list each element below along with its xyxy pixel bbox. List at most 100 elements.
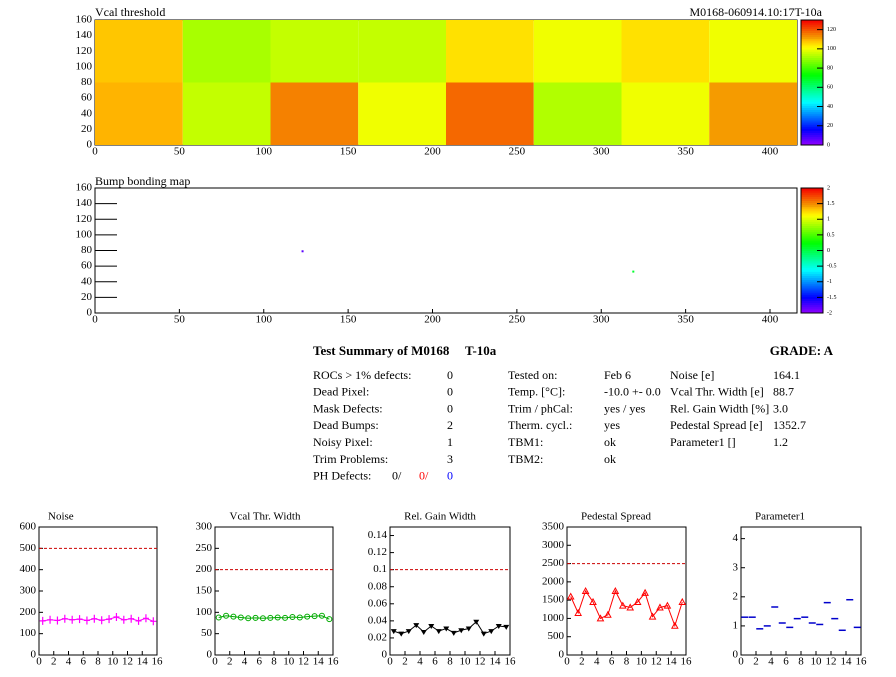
colorbar-segment <box>801 107 823 111</box>
heatmap-cell <box>182 20 271 83</box>
y-tick-label: 120 <box>76 213 93 225</box>
summary-label: ROCs > 1% defects: <box>313 368 411 382</box>
marker <box>54 616 61 625</box>
x-tick-label: 6 <box>432 656 438 668</box>
y-tick-label: 40 <box>81 107 93 119</box>
chart-title: Pedestal Spread <box>581 511 651 523</box>
marker <box>76 615 83 624</box>
x-tick-label: 10 <box>460 656 472 668</box>
marker <box>39 616 46 625</box>
colorbar-segment <box>801 84 823 88</box>
summary-label: Trim / phCal: <box>508 401 573 415</box>
heatmap-cell <box>621 82 710 145</box>
summary-value: 1 <box>447 435 453 449</box>
colorbar-segment <box>801 225 823 229</box>
marker <box>215 614 222 621</box>
chart-title: Noise <box>48 511 74 523</box>
colorbar-segment <box>801 65 823 69</box>
x-tick-label: 150 <box>340 314 357 326</box>
colorbar-segment <box>801 32 823 36</box>
y-tick-label: 100 <box>76 228 93 240</box>
colorbar-segment <box>801 298 823 301</box>
y-tick-label: 4 <box>733 532 739 544</box>
summary-label: Temp. [°C]: <box>508 385 565 399</box>
x-tick-label: 350 <box>677 314 694 326</box>
marker <box>142 614 149 623</box>
colorbar-segment <box>801 269 823 272</box>
colorbar-segment <box>801 275 823 279</box>
marker <box>120 615 127 624</box>
colorbar-segment <box>801 258 823 262</box>
colorbar-segment <box>801 283 823 287</box>
colorbar-segment <box>801 20 823 23</box>
y-tick-label: 60 <box>81 260 93 272</box>
heatmap-cell <box>358 20 446 83</box>
y-tick-label: 50 <box>201 627 213 639</box>
x-tick-label: 10 <box>636 656 648 668</box>
colorbar-tick-label: 0 <box>827 248 830 254</box>
x-tick-label: 16 <box>328 656 340 668</box>
colorbar-segment <box>801 124 823 127</box>
colorbar-segment <box>801 306 823 310</box>
marker <box>671 621 679 629</box>
colorbar-segment <box>801 240 823 243</box>
colorbar-segment <box>801 190 823 193</box>
colorbar-tick-label: -2 <box>827 310 832 316</box>
heatmap-cell <box>95 82 183 145</box>
summary-value: 2 <box>447 418 453 432</box>
x-tick-label: 14 <box>137 656 149 668</box>
x-tick-label: 12 <box>826 656 837 668</box>
marker <box>289 614 296 621</box>
colorbar-segment <box>801 36 823 40</box>
colorbar-segment <box>801 28 823 31</box>
colorbar-segment <box>801 192 823 195</box>
x-tick-label: 8 <box>95 656 101 668</box>
colorbar-segment <box>801 136 823 140</box>
colorbar-segment <box>801 208 823 212</box>
colorbar-tick-label: 1 <box>827 217 830 223</box>
colorbar-segment <box>801 92 823 96</box>
y-tick-label: 250 <box>196 542 213 554</box>
marker <box>326 616 333 623</box>
x-tick-label: 8 <box>447 656 453 668</box>
x-tick-label: 14 <box>841 656 853 668</box>
summary-label: Noisy Pixel: <box>313 435 373 449</box>
marker <box>237 614 244 621</box>
y-tick-label: 0 <box>733 649 739 661</box>
x-tick-label: 2 <box>227 656 233 668</box>
colorbar-tick-label: 1.5 <box>827 201 835 207</box>
y-tick-label: 1 <box>733 619 739 631</box>
summary-label: Tested on: <box>508 368 557 382</box>
series-line <box>570 589 683 628</box>
heatmap-cell <box>533 20 622 83</box>
x-tick-label: 16 <box>505 656 517 668</box>
x-tick-label: 4 <box>242 656 248 668</box>
marker <box>135 616 142 625</box>
colorbar-segment <box>801 246 823 249</box>
chart-title: Vcal threshold <box>95 5 165 19</box>
colorbar-segment <box>801 74 823 77</box>
marker <box>296 614 303 621</box>
colorbar-segment <box>801 115 823 119</box>
marker <box>450 630 457 636</box>
marker <box>420 629 427 635</box>
colorbar-segment <box>801 277 823 281</box>
y-tick-label: 3500 <box>542 521 565 533</box>
marker <box>428 623 435 629</box>
colorbar-segment <box>801 55 823 58</box>
colorbar-segment <box>801 263 823 266</box>
series-line <box>393 620 507 635</box>
colorbar-segment <box>801 78 823 81</box>
colorbar-segment <box>801 70 823 73</box>
colorbar-segment <box>801 138 823 142</box>
summary-label: TBM2: <box>508 452 543 466</box>
colorbar-segment <box>801 120 823 123</box>
y-tick-label: 500 <box>20 542 37 554</box>
marker <box>465 626 472 632</box>
colorbar-segment <box>801 254 823 258</box>
colorbar-segment <box>801 194 823 197</box>
summary-label: PH Defects: <box>313 469 371 483</box>
chart-title: Parameter1 <box>755 511 805 523</box>
bump-pixel <box>301 250 304 253</box>
marker <box>435 629 442 635</box>
